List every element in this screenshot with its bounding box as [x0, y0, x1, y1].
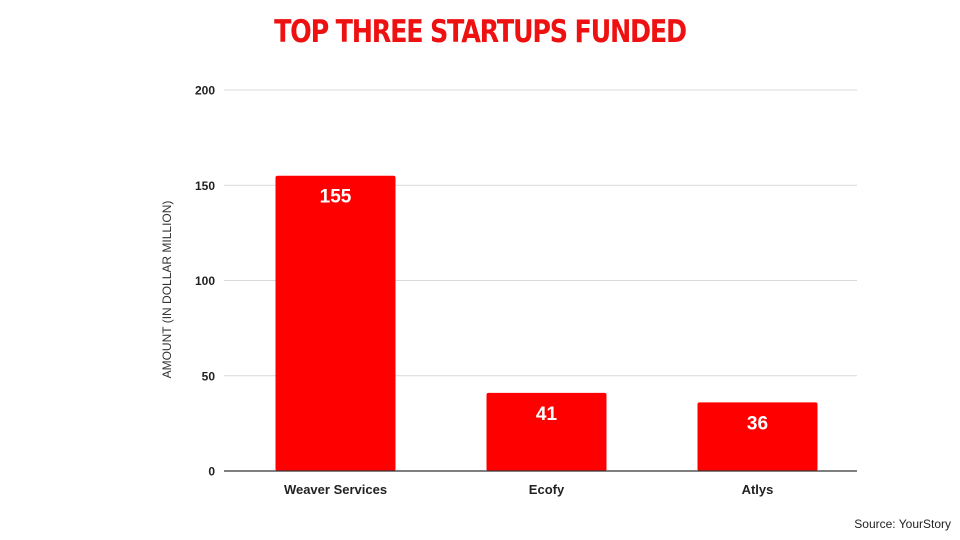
chart-title: TOP THREE STARTUPS FUNDED	[274, 14, 687, 50]
x-axis-ticks: Weaver Services Ecofy Atlys	[284, 482, 773, 497]
data-label: 36	[747, 413, 768, 434]
x-tick-label: Ecofy	[529, 482, 565, 497]
bar-weaver-services	[275, 175, 396, 471]
y-tick-label: 0	[208, 465, 215, 479]
y-tick-label: 50	[202, 369, 216, 383]
y-tick-label: 200	[195, 84, 215, 98]
data-labels: 155 41 36	[320, 187, 768, 435]
bar-ecofy	[486, 392, 607, 471]
source-note: Source: YourStory	[854, 517, 951, 531]
x-tick-label: Atlys	[742, 482, 774, 497]
bar-atlys	[697, 402, 818, 471]
y-axis-ticks: 0 50 100 150 200	[195, 84, 215, 479]
y-axis-title: AMOUNT (IN DOLLAR MILLION)	[160, 201, 174, 379]
bars	[275, 175, 818, 471]
y-tick-label: 150	[195, 179, 215, 193]
x-tick-label: Weaver Services	[284, 482, 387, 497]
data-label: 155	[320, 187, 352, 208]
y-tick-label: 100	[195, 274, 215, 288]
data-label: 41	[536, 404, 558, 425]
